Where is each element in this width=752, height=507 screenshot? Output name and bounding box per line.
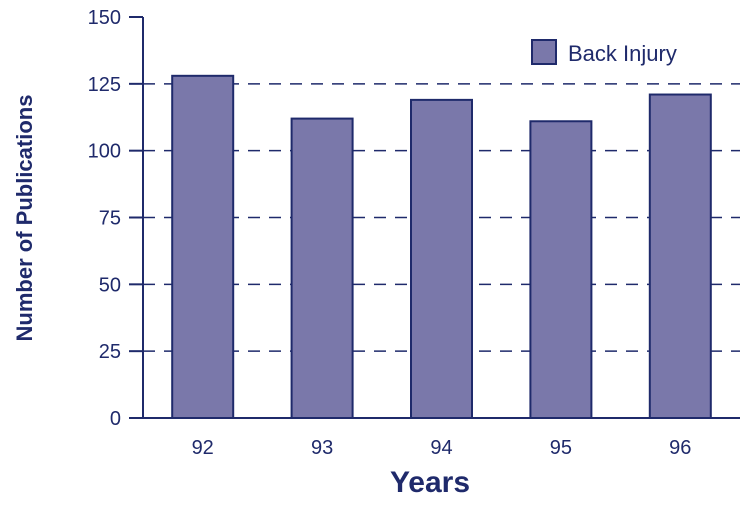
y-tick-label: 100 xyxy=(88,141,121,163)
x-tick-label: 96 xyxy=(669,437,691,459)
y-tick-label: 50 xyxy=(99,274,121,296)
y-tick-label: 25 xyxy=(99,341,121,363)
legend: Back Injury xyxy=(531,39,677,66)
x-tick-label: 95 xyxy=(550,437,572,459)
bar-92 xyxy=(171,74,235,420)
legend-swatch xyxy=(531,39,557,65)
y-tick-label: 150 xyxy=(88,7,121,29)
y-axis-title: Number of Publications xyxy=(12,95,37,342)
x-ticks: 92 93 94 95 96 xyxy=(192,437,692,459)
x-tick-label: 94 xyxy=(430,437,452,459)
y-ticks: 0 25 50 75 100 125 150 xyxy=(88,7,143,430)
y-tick-label: 75 xyxy=(99,208,121,230)
bar-96 xyxy=(648,93,712,419)
y-tick-label: 0 xyxy=(110,408,121,430)
x-tick-label: 92 xyxy=(192,437,214,459)
bar-93 xyxy=(290,117,354,419)
x-axis-title: Years xyxy=(390,466,470,499)
y-tick-label: 125 xyxy=(88,74,121,96)
legend-label-back-injury: Back Injury xyxy=(568,41,677,66)
bar-95 xyxy=(529,120,593,419)
bar-94 xyxy=(410,98,473,420)
x-tick-label: 93 xyxy=(311,437,333,459)
bars xyxy=(171,74,712,420)
